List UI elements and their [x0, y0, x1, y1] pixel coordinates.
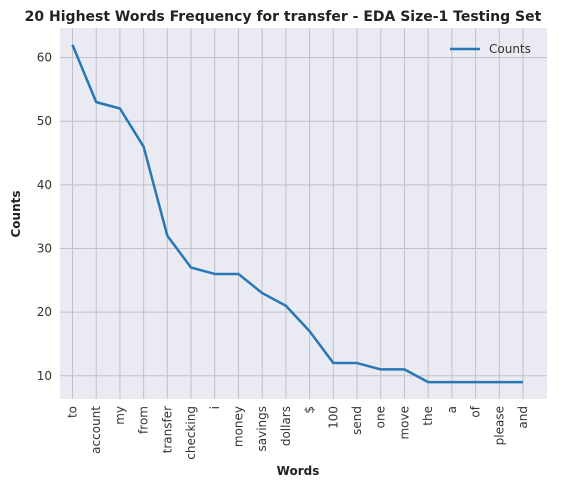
x-tick-label: a: [445, 406, 459, 413]
y-axis-label: Counts: [9, 190, 23, 237]
x-tick-label: of: [469, 405, 483, 417]
x-tick-label: dollars: [279, 406, 293, 446]
x-tick-label: move: [397, 406, 411, 440]
x-tick-label: account: [89, 406, 103, 454]
x-tick-label: transfer: [160, 406, 174, 453]
x-tick-label: checking: [184, 406, 198, 460]
x-axis-label: Words: [277, 464, 320, 478]
x-tick-label: send: [350, 406, 364, 435]
y-tick-label: 40: [37, 178, 52, 192]
chart-title: 20 Highest Words Frequency for transfer …: [25, 9, 542, 25]
plot-background: [60, 28, 547, 399]
y-tick-label: 20: [37, 305, 52, 319]
x-tick-label: from: [137, 406, 151, 434]
legend: Counts: [450, 42, 531, 56]
x-tick-label: 100: [326, 406, 340, 429]
y-tick-label: 30: [37, 242, 52, 256]
x-axis-ticks: to account my from transfer checking i money sav…: [66, 405, 531, 459]
x-tick-label: my: [113, 406, 127, 425]
x-tick-label: and: [516, 406, 530, 429]
series-line-counts: [71, 44, 523, 384]
x-tick-label: the: [421, 406, 435, 426]
x-tick-label: $: [303, 406, 317, 414]
series-line-layer: [71, 44, 524, 384]
x-tick-label: savings: [255, 406, 269, 452]
legend-label: Counts: [489, 42, 531, 56]
x-tick-label: money: [231, 406, 245, 447]
grid: [60, 28, 547, 399]
x-tick-label: to: [66, 406, 80, 418]
y-tick-label: 60: [37, 51, 52, 65]
y-tick-label: 10: [37, 369, 52, 383]
x-tick-label: i: [208, 406, 222, 409]
x-tick-label: please: [492, 406, 506, 445]
y-axis-ticks: 10 20 30 40 50 60: [37, 51, 52, 383]
x-tick-label: one: [374, 406, 388, 428]
y-tick-label: 50: [37, 114, 52, 128]
